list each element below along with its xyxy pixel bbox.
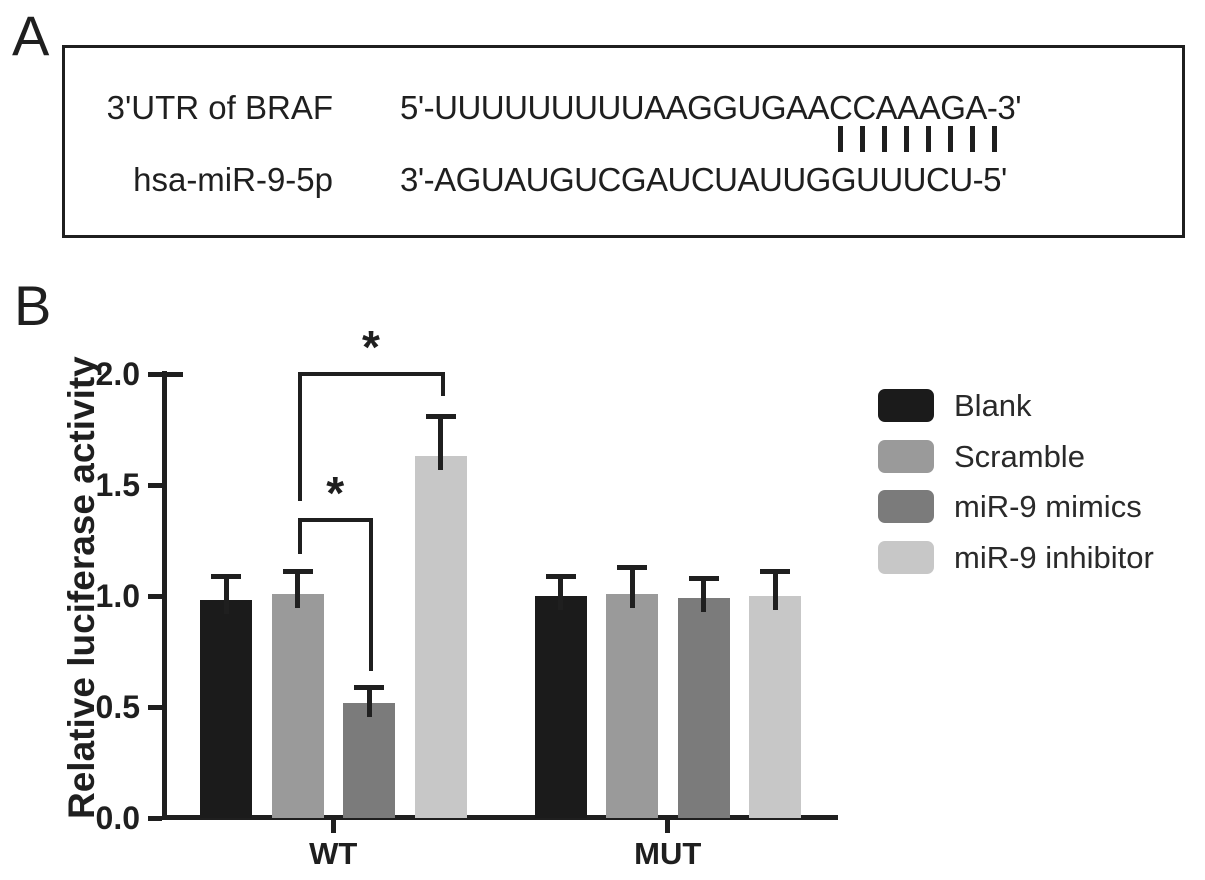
- legend-label-scramble: Scramble: [954, 438, 1085, 474]
- significance-bracket-top: [297, 371, 445, 376]
- error-bar-stem: [366, 684, 372, 717]
- error-bar-cap: [211, 573, 241, 579]
- y-tick-label: 0.0: [95, 800, 140, 836]
- bar-mut-blank: [534, 596, 587, 818]
- sequence-name-utr: 3'UTR of BRAF: [106, 89, 333, 126]
- pairing-bar: [992, 126, 997, 152]
- error-bar-cap: [545, 573, 576, 579]
- bar-mut-scramble: [606, 593, 658, 818]
- sequence-name-mir: hsa-miR-9-5p: [133, 161, 333, 198]
- x-category-label-mut: MUT: [634, 836, 702, 871]
- error-bar-stem: [223, 573, 229, 615]
- y-axis-line: [162, 371, 167, 820]
- pairing-bar: [970, 126, 975, 152]
- y-axis-top-hook: [167, 372, 183, 377]
- y-tick-label: 0.5: [95, 689, 140, 725]
- y-tick-label: 1.0: [95, 578, 140, 614]
- x-tick: [330, 820, 336, 833]
- sequence-alignment-box: 3'UTR of BRAF 5'-UUUUUUUUUAAGGUGAACCAAAG…: [62, 45, 1185, 238]
- error-bar-stem: [701, 576, 706, 613]
- bar-wt-mir-9-inhibitor: [414, 456, 467, 818]
- significance-bracket-left-leg: [297, 371, 302, 501]
- sequence-text-utr: 5'-UUUUUUUUUAAGGUGAACCAAAGA-3': [400, 89, 1022, 126]
- y-tick: [148, 594, 162, 599]
- y-tick: [148, 483, 162, 488]
- legend-label-mir-9-inhibitor: miR-9 inhibitor: [954, 539, 1154, 575]
- significance-bracket-left-leg: [297, 518, 302, 554]
- y-tick: [148, 816, 162, 821]
- pairing-bar: [948, 126, 953, 152]
- error-bar-cap: [282, 569, 313, 575]
- legend-label-mir-9-mimics: miR-9 mimics: [954, 489, 1142, 524]
- error-bar-cap: [617, 564, 647, 570]
- legend-swatch-mir-9-mimics: [878, 490, 934, 523]
- significance-bracket-right-leg: [440, 371, 445, 397]
- pairing-bar: [838, 126, 843, 152]
- y-tick: [148, 372, 162, 377]
- error-bar-stem: [295, 569, 300, 608]
- bar-wt-mir-9-mimics: [343, 702, 395, 818]
- y-tick-label: 2.0: [95, 356, 140, 392]
- x-tick: [665, 820, 671, 833]
- y-tick: [148, 705, 162, 710]
- error-bar-cap: [354, 684, 384, 690]
- x-category-label-wt: WT: [309, 836, 358, 871]
- significance-bracket-right-leg: [369, 518, 373, 672]
- sequence-row-mir: hsa-miR-9-5p 3'-AGUAUGUCGAUCUAUUGGUUUCU-…: [65, 160, 1182, 200]
- error-bar-stem: [629, 564, 635, 608]
- pairing-bar: [860, 126, 865, 152]
- significance-bracket-top: [297, 518, 373, 523]
- bar-wt-scramble: [271, 593, 324, 818]
- error-bar-cap: [425, 413, 456, 419]
- legend-label-blank: Blank: [954, 388, 1032, 423]
- significance-asterisk: *: [326, 467, 345, 520]
- pairing-bar: [882, 126, 887, 152]
- y-tick-label: 1.5: [95, 467, 140, 503]
- x-axis-line: [162, 815, 838, 820]
- error-bar-cap: [688, 576, 719, 582]
- panel-b-label: B: [14, 274, 52, 337]
- bar-mut-mir-9-mimics: [677, 598, 730, 818]
- error-bar-stem: [438, 413, 443, 471]
- error-bar-cap: [760, 569, 790, 575]
- error-bar-stem: [772, 569, 778, 610]
- panel-a-label: A: [12, 4, 50, 67]
- significance-asterisk: *: [362, 320, 380, 373]
- sequence-text-mir: 3'-AGUAUGUCGAUCUAUUGGUUUCU-5': [400, 161, 1007, 198]
- pairing-bar: [926, 126, 931, 152]
- legend-swatch-mir-9-inhibitor: [878, 540, 934, 574]
- pairing-bar: [904, 126, 909, 152]
- bar-mut-mir-9-inhibitor: [749, 596, 801, 818]
- legend-swatch-blank: [878, 389, 934, 422]
- legend-swatch-scramble: [878, 439, 934, 473]
- error-bar-stem: [558, 573, 563, 610]
- bar-wt-blank: [200, 600, 252, 818]
- sequence-row-utr: 3'UTR of BRAF 5'-UUUUUUUUUAAGGUGAACCAAAG…: [65, 88, 1182, 128]
